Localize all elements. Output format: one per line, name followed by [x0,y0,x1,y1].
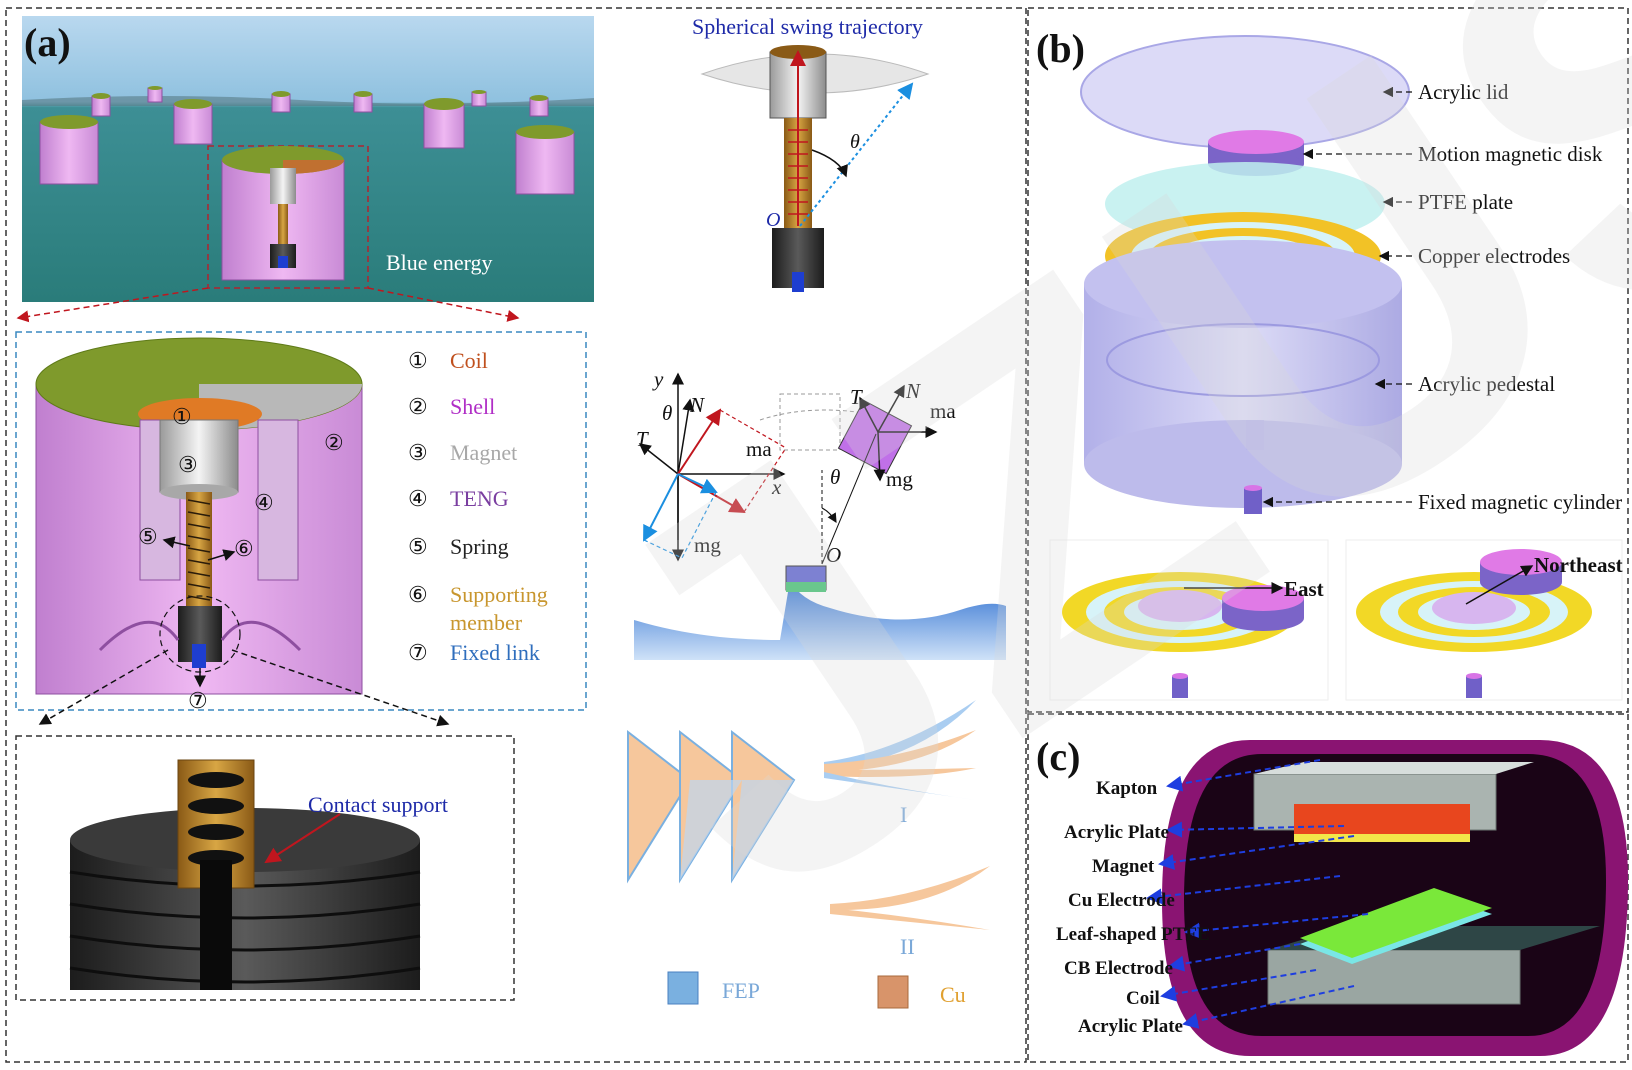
legend-num-3: ③ [408,440,428,465]
part-number-7: ⑦ [188,688,208,713]
legend-label-shell: Shell [450,394,495,419]
zoom-box [207,145,369,289]
part-number-6: ⑥ [234,536,254,561]
cu-label: Cu [940,982,966,1007]
featured-buoy [221,146,345,281]
fep-swatch [667,971,699,1005]
direction-northeast: Northeast [1534,553,1623,577]
small-buoys [39,87,575,195]
legend-num-7: ⑦ [408,640,428,665]
swing-title: Spherical swing trajectory [692,14,923,39]
force-label-mg-left: mg [694,533,721,557]
force-label-y: y [652,367,664,391]
part-ptfe-plate: PTFE plate [1418,190,1513,214]
scene-caption: Blue energy [386,250,493,275]
cutaway-frame [15,331,587,711]
legend-num-1: ① [408,348,428,373]
panel-b-label: (b) [1036,26,1085,71]
part-fixed-magnetic-cylinder: Fixed magnetic cylinder [1418,490,1622,514]
force-label-o: O [826,543,841,567]
legend-label-supporting: Supporting [450,582,548,607]
part-coil: Coil [1126,988,1160,1009]
panel-c-label: (c) [1036,734,1080,779]
part-number-2: ② [324,430,344,455]
cutaway-pointer-arrows [38,536,450,727]
panel-frames [5,7,1629,1063]
cu-swatch [877,975,909,1009]
part-copper-electrodes: Copper electrodes [1418,244,1570,268]
film-label-i: I [900,802,907,827]
force-label-ma-left: ma [746,437,772,461]
legend-label-teng: TENG [450,486,509,511]
part-number-1: ① [172,404,192,429]
legend-num-6: ⑥ [408,582,428,607]
swing-diagram: Spherical swing trajectory θ O [692,14,930,292]
legend-label-fixed-link: Fixed link [450,640,540,665]
force-label-theta-right: θ [830,465,840,489]
teng-films: I II FEP Cu [627,700,990,1009]
panel-c-part-labels: Kapton Acrylic Plate Magnet Cu Electrode… [1056,759,1369,1037]
force-label-t-right: T [850,385,863,409]
legend-num-2: ② [408,394,428,419]
legend-label-member: member [450,610,523,635]
contact-zoom-frame [15,735,515,1001]
force-label-mg-right: mg [886,467,913,491]
part-cb-electrode: CB Electrode [1064,958,1173,979]
buoy-tops [40,86,574,139]
contact-support-label: Contact support [308,792,448,817]
part-number-5: ⑤ [138,524,158,549]
part-motion-magnetic-disk: Motion magnetic disk [1418,142,1603,166]
part-acrylic-plate-top: Acrylic Plate [1064,822,1169,843]
panel-a-label: (a) [24,20,71,65]
zoom-arrows [16,287,520,323]
part-acrylic-pedestal: Acrylic pedestal [1418,372,1555,396]
cutaway-device [35,337,363,695]
legend-num-4: ④ [408,486,428,511]
part-cu-electrode: Cu Electrode [1068,890,1175,911]
force-label-x: x [771,475,782,499]
force-diagram: y x N T θ ma mg N T ma mg θ O [634,367,1006,660]
swing-origin: O [766,209,780,231]
force-label-t-left: T [636,427,649,451]
sea-scene: Blue energy (a) [22,16,594,302]
panel-b-part-labels: Acrylic lid Motion magnetic disk PTFE pl… [1262,80,1622,514]
part-kapton: Kapton [1096,778,1158,799]
cutaway-part-numbers: ① ② ③ ④ ⑤ ⑥ ⑦ [138,404,344,713]
legend-label-magnet: Magnet [450,440,517,465]
part-acrylic-plate-bottom: Acrylic Plate [1078,1016,1183,1037]
part-magnet: Magnet [1092,856,1155,877]
legend-label-coil: Coil [450,348,488,373]
panel-b: (b) [1036,26,1410,514]
swing-angle: θ [850,131,860,153]
part-number-4: ④ [254,490,274,515]
part-acrylic-lid: Acrylic lid [1418,80,1509,104]
force-label-ma-right: ma [930,399,956,423]
direction-east: East [1284,577,1324,601]
fep-label: FEP [722,978,760,1003]
part-leaf-shaped-ptfe: Leaf-shaped PTFE [1056,924,1210,945]
force-label-n-left: N [689,393,705,417]
legend-num-5: ⑤ [408,534,428,559]
contact-support-detail: Contact support [69,759,448,990]
film-label-ii: II [900,934,915,959]
panel-b-direction-insets: East Northeast [1049,539,1623,701]
force-label-n-right: N [905,379,921,403]
component-legend: ① Coil ② Shell ③ Magnet ④ TENG ⑤ Spring … [408,348,548,665]
part-number-3: ③ [178,452,198,477]
legend-label-spring: Spring [450,534,509,559]
force-label-theta-left: θ [662,401,672,425]
